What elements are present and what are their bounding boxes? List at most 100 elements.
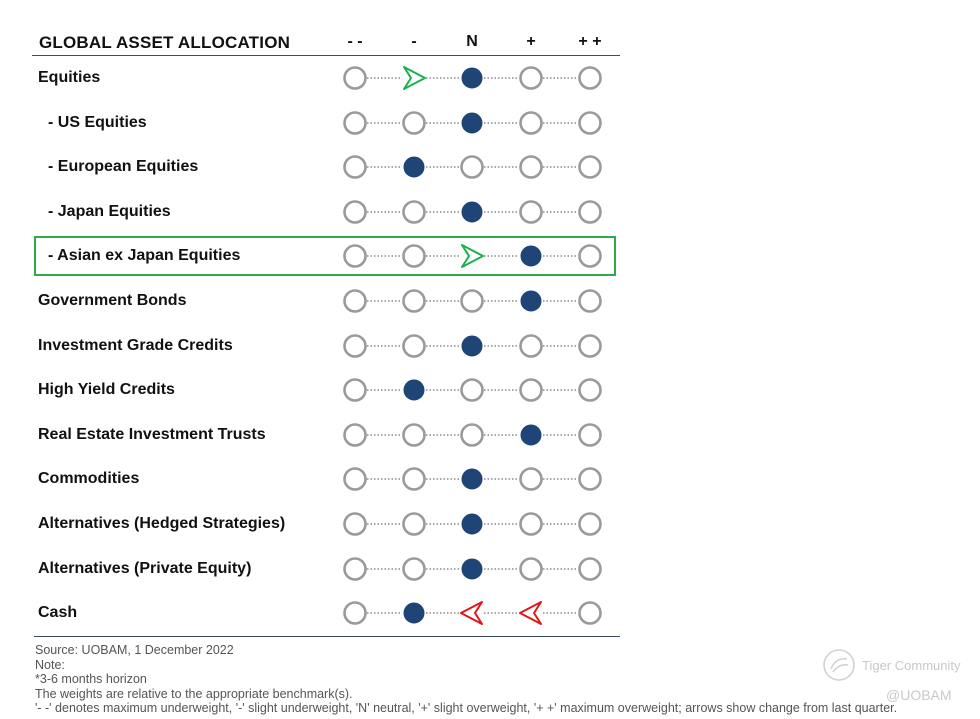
empty-position-circle	[519, 556, 543, 581]
selected-position-dot	[520, 290, 542, 312]
arrow-right-icon	[461, 244, 484, 269]
selected-position-dot	[461, 558, 483, 580]
selected-position-dot	[461, 201, 483, 223]
selected-position-dot	[403, 379, 425, 401]
table-row: Investment Grade Credits	[32, 324, 620, 368]
tiger-community-watermark: Tiger Community	[822, 648, 960, 682]
table-row: Commodities	[32, 457, 620, 501]
row-label: - Japan Equities	[48, 202, 171, 220]
empty-position-circle	[343, 199, 367, 224]
row-label: Equities	[38, 69, 101, 86]
empty-position-circle	[343, 155, 367, 179]
row-label: Cash	[38, 604, 78, 622]
row-label: Investment Grade Credits	[38, 336, 233, 354]
row-label: Alternatives (Private Equity)	[38, 559, 252, 577]
table-row: - Japan Equities	[32, 190, 620, 234]
footer-notes: Source: UOBAM, 1 December 2022 Note: *3-…	[35, 643, 897, 716]
empty-position-circle	[402, 512, 426, 536]
empty-position-circle	[578, 244, 602, 269]
empty-position-circle	[578, 199, 602, 224]
table-row: Alternatives (Private Equity)	[32, 547, 620, 591]
empty-position-circle	[460, 289, 484, 313]
allocation-scale	[343, 110, 602, 135]
empty-position-circle	[343, 422, 367, 447]
arrow-left-icon	[519, 601, 542, 626]
empty-position-circle	[460, 378, 484, 402]
empty-position-circle	[519, 378, 543, 402]
table-row: - European Equities	[32, 145, 620, 189]
allocation-scale	[343, 601, 602, 626]
empty-position-circle	[519, 155, 543, 179]
tiger-logo-icon	[823, 649, 855, 681]
empty-position-circle	[402, 556, 426, 581]
empty-position-circle	[578, 289, 602, 313]
empty-position-circle	[519, 333, 543, 358]
row-label: - Asian ex Japan Equities	[48, 247, 241, 265]
empty-position-circle	[343, 66, 367, 90]
arrow-right-icon	[403, 66, 426, 90]
row-label: Real Estate Investment Trusts	[38, 425, 266, 443]
table-row: - Asian ex Japan Equities	[32, 234, 620, 278]
source-text: Source: UOBAM, 1 December 2022	[35, 643, 234, 657]
note-label: Note:	[35, 657, 65, 672]
allocation-scale	[343, 244, 602, 269]
empty-position-circle	[578, 422, 602, 447]
note-horizon: *3-6 months horizon	[35, 672, 147, 686]
column-header-max-overweight: + +	[578, 33, 602, 50]
column-header-underweight: -	[411, 33, 417, 50]
empty-position-circle	[578, 512, 602, 536]
empty-position-circle	[519, 512, 543, 536]
empty-position-circle	[578, 333, 602, 358]
selected-position-dot	[520, 424, 542, 446]
empty-position-circle	[343, 601, 367, 625]
header-divider	[32, 55, 620, 56]
empty-position-circle	[460, 422, 484, 447]
allocation-scale	[343, 512, 602, 536]
allocation-scale	[343, 66, 602, 90]
empty-position-circle	[578, 110, 602, 135]
empty-position-circle	[578, 378, 602, 402]
uobam-watermark: @UOBAM	[886, 687, 952, 703]
table-row: High Yield Credits	[32, 368, 620, 412]
empty-position-circle	[460, 155, 484, 179]
empty-position-circle	[402, 199, 426, 224]
allocation-scale	[343, 289, 602, 313]
empty-position-circle	[402, 422, 426, 447]
table-row: - US Equities	[32, 101, 620, 145]
table-row: Government Bonds	[32, 279, 620, 323]
column-header-neutral: N	[466, 33, 478, 50]
empty-position-circle	[402, 467, 426, 492]
allocation-scale	[343, 199, 602, 224]
allocation-scale	[343, 556, 602, 581]
selected-position-dot	[461, 468, 483, 490]
selected-position-dot	[403, 156, 425, 178]
tiger-watermark-text: Tiger Community	[862, 657, 961, 673]
empty-position-circle	[343, 289, 367, 313]
selected-position-dot	[403, 602, 425, 624]
column-header-overweight: +	[526, 33, 536, 50]
row-label: High Yield Credits	[38, 381, 175, 399]
empty-position-circle	[343, 333, 367, 358]
allocation-scale	[343, 467, 602, 492]
allocation-scale	[343, 378, 602, 402]
column-header-max-underweight: - -	[347, 33, 363, 50]
allocation-scale	[343, 333, 602, 358]
table-row: Equities	[32, 56, 620, 100]
table-title: GLOBAL ASSET ALLOCATION	[39, 33, 291, 52]
empty-position-circle	[402, 244, 426, 269]
note-legend: '- -' denotes maximum underweight, '-' s…	[35, 701, 898, 715]
empty-position-circle	[402, 110, 426, 135]
table-bottom-divider	[34, 636, 620, 637]
empty-position-circle	[578, 556, 602, 581]
row-label: - US Equities	[48, 113, 147, 131]
empty-position-circle	[343, 244, 367, 269]
selected-position-dot	[520, 245, 542, 267]
empty-position-circle	[402, 289, 426, 313]
row-label: - European Equities	[48, 158, 199, 176]
empty-position-circle	[343, 467, 367, 492]
highlight-box	[34, 236, 616, 276]
note-benchmark: The weights are relative to the appropri…	[35, 686, 353, 701]
selected-position-dot	[461, 67, 483, 89]
empty-position-circle	[402, 333, 426, 358]
empty-position-circle	[519, 66, 543, 90]
